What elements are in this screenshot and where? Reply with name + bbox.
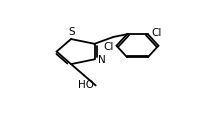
Text: HO: HO — [77, 80, 93, 90]
Text: N: N — [98, 55, 105, 65]
Text: Cl: Cl — [103, 42, 113, 52]
Text: Cl: Cl — [150, 28, 161, 38]
Text: S: S — [68, 27, 75, 37]
